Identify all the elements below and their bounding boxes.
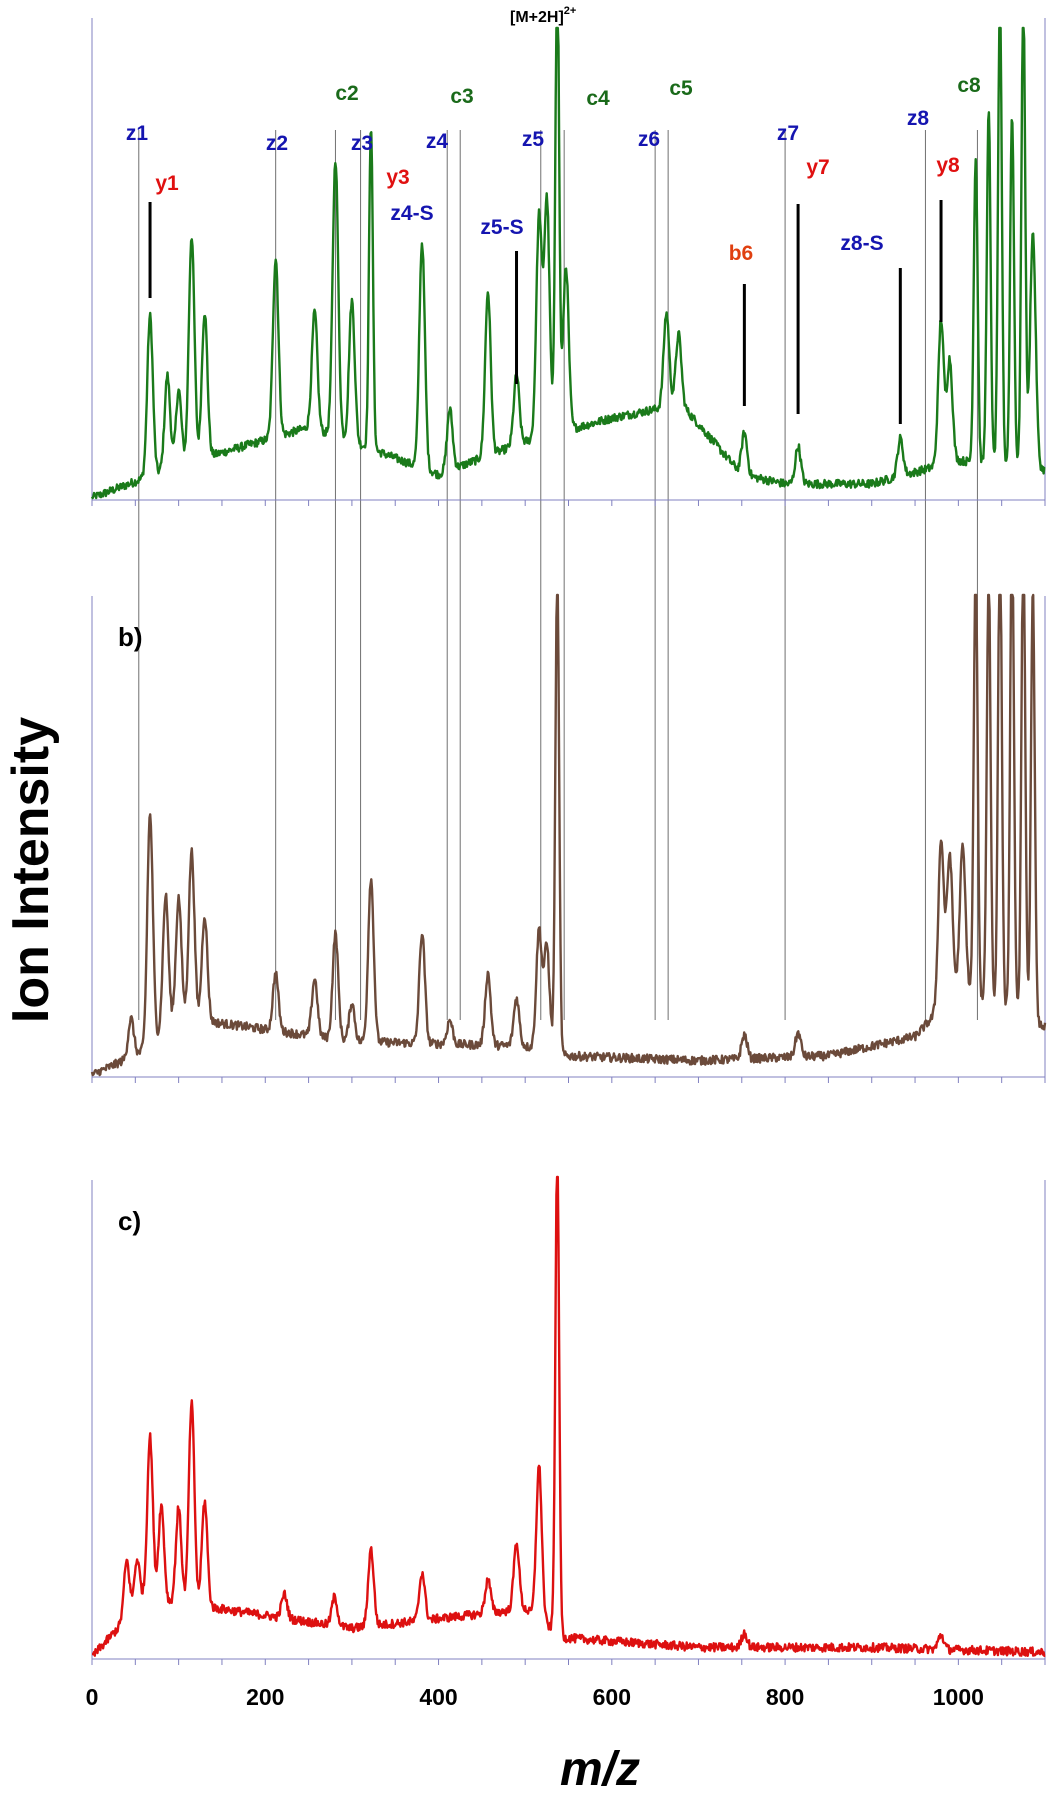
fragment-label-c3: c3 (450, 85, 473, 108)
x-axis: 0 200 400 600 800 1000 (86, 1684, 984, 1710)
fragment-label-c5: c5 (669, 77, 693, 100)
x-axis-label: m/z (560, 1743, 640, 1796)
fragment-label-z3: z3 (351, 132, 373, 155)
fragment-label-z4: z4 (426, 130, 449, 153)
panel-b: b) (90, 593, 1047, 1083)
fragment-label-z1: z1 (126, 122, 149, 145)
fragment-label-y7: y7 (806, 156, 829, 179)
fragment-label-z5-S: z5-S (480, 216, 523, 239)
precursor-ion: [M+2H] (510, 9, 564, 26)
panel-c: c) (91, 1175, 1046, 1665)
spectrum-trace-c (91, 1175, 1046, 1657)
panel-c-letter: c) (118, 1206, 141, 1236)
fragment-label-z8: z8 (907, 107, 930, 130)
fragment-label-z2: z2 (266, 132, 288, 155)
precursor-charge: 2+ (564, 5, 577, 17)
fragment-label-y3: y3 (386, 166, 409, 189)
x-tick-label: 1000 (933, 1684, 984, 1710)
x-tick-label: 800 (766, 1684, 804, 1710)
y-axis-label: Ion Intensity (2, 717, 60, 1023)
fragment-label-y8: y8 (936, 154, 960, 177)
x-tick-label: 0 (86, 1684, 99, 1710)
fragment-guide-lines (138, 130, 978, 1020)
spectrum-trace-a (90, 26, 1046, 500)
fragment-label-y1: y1 (155, 172, 179, 195)
fragment-label-z7: z7 (777, 122, 799, 145)
x-tick-label: 400 (419, 1684, 457, 1710)
spectra-panels: b) c) (90, 18, 1047, 1665)
fragment-label-z4-S: z4-S (390, 202, 433, 225)
fragment-label-z6: z6 (638, 128, 660, 151)
fragment-label-c2: c2 (335, 82, 358, 105)
x-tick-label: 600 (593, 1684, 631, 1710)
fragment-label-z8-S: z8-S (840, 232, 883, 255)
fragment-label-c8: c8 (957, 74, 981, 97)
precursor-label: [M+2H]2+ (510, 5, 576, 26)
x-tick-label: 200 (246, 1684, 284, 1710)
panel-a (90, 18, 1046, 506)
panel-b-letter: b) (118, 622, 143, 652)
fragment-label-c4: c4 (586, 87, 610, 110)
fragment-label-z5: z5 (522, 128, 545, 151)
fragment-label-b6: b6 (729, 242, 754, 265)
spectrum-trace-b (90, 593, 1047, 1077)
